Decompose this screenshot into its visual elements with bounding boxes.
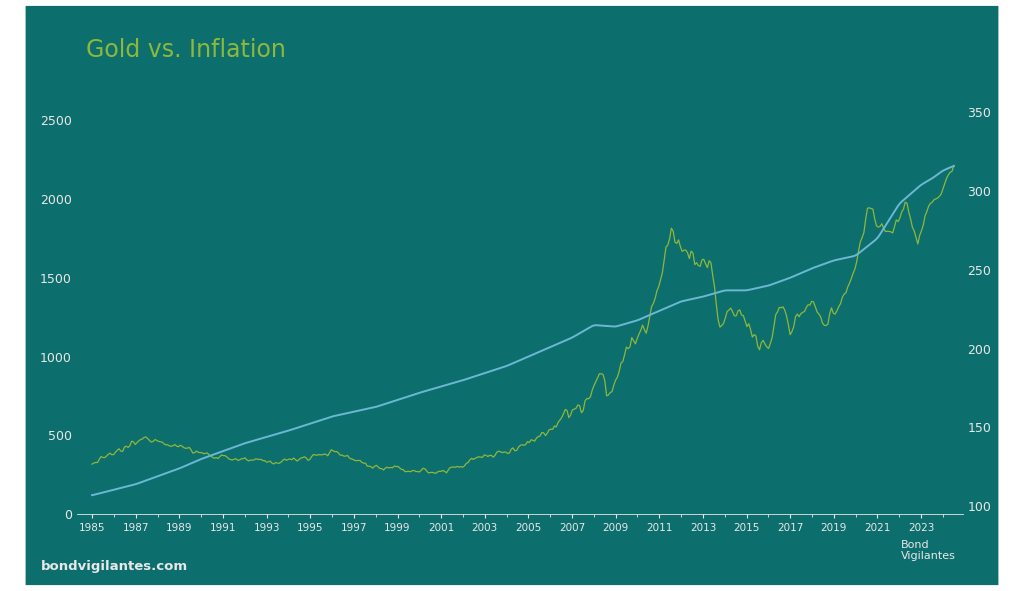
Text: bondvigilantes.com: bondvigilantes.com [41, 560, 188, 573]
Text: Gold vs. Inflation: Gold vs. Inflation [86, 38, 286, 61]
Text: Bond
Vigilantes: Bond Vigilantes [901, 540, 956, 561]
